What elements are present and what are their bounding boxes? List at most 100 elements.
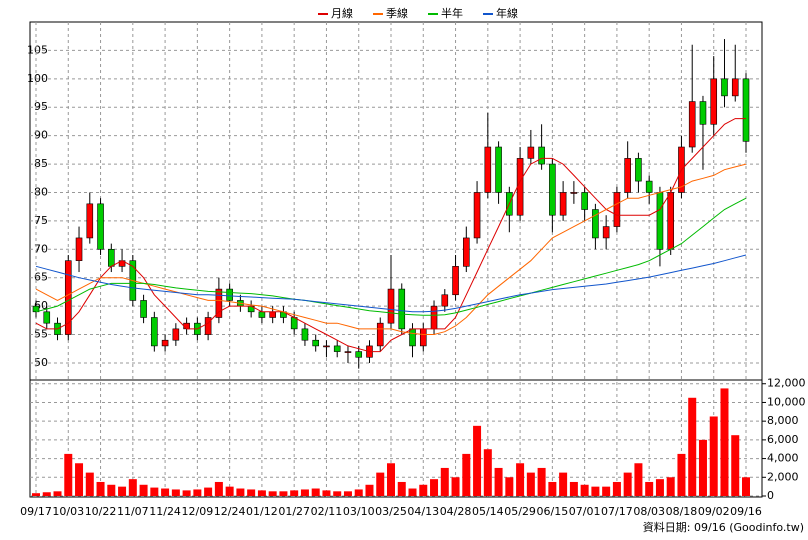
- candle-body: [258, 311, 266, 318]
- volume-bar: [279, 491, 288, 496]
- volume-bar: [42, 492, 51, 496]
- candle-body: [721, 78, 728, 97]
- y-tick-label: 95: [34, 100, 48, 113]
- volume-bar: [354, 489, 363, 496]
- volume-bar: [290, 490, 299, 496]
- volume-bar: [118, 486, 127, 496]
- volume-bar: [483, 449, 492, 496]
- volume-tick-label: 10,000: [767, 395, 806, 408]
- volume-bar: [623, 472, 632, 496]
- volume-bar: [150, 487, 159, 496]
- volume-bar: [171, 489, 180, 496]
- candle-body: [452, 266, 459, 296]
- legend-label: 年線: [496, 6, 518, 20]
- candle-body: [645, 180, 653, 193]
- volume-bar: [257, 490, 266, 496]
- legend-label: 季線: [386, 6, 408, 20]
- volume-bar: [645, 481, 654, 496]
- ma-line: [35, 118, 746, 353]
- x-tick-label: 10/03: [52, 505, 84, 518]
- x-tick-label: 07/17: [601, 505, 633, 518]
- candle-body: [151, 317, 158, 347]
- y-tick-label: 65: [34, 271, 48, 284]
- volume-bar: [225, 486, 234, 496]
- volume-bar: [451, 477, 460, 496]
- volume-bar: [473, 425, 482, 496]
- candle-body: [398, 288, 406, 330]
- volume-bar: [107, 484, 116, 496]
- volume-bar: [376, 472, 385, 496]
- volume-bar: [161, 488, 170, 496]
- candle-body: [97, 203, 104, 250]
- candle-body: [495, 146, 502, 193]
- x-tick-label: 01/12: [246, 505, 278, 518]
- x-tick-label: 04/13: [407, 505, 439, 518]
- candle-body: [516, 158, 524, 216]
- candle-body: [710, 78, 718, 125]
- ma-line: [35, 197, 747, 316]
- candle-body: [301, 328, 309, 341]
- candle-body: [204, 317, 212, 335]
- volume-bar: [516, 463, 525, 496]
- volume-bar: [365, 484, 374, 496]
- candle-body: [75, 237, 83, 261]
- volume-tick-label: 4,000: [767, 452, 799, 465]
- candle-body: [32, 305, 40, 313]
- candle-body: [355, 351, 363, 358]
- candle-body: [592, 209, 599, 239]
- candle-body: [441, 294, 449, 307]
- x-tick-label: 06/15: [537, 505, 569, 518]
- candle-body: [613, 192, 621, 227]
- x-tick-label: 08/03: [633, 505, 665, 518]
- x-tick-label: 04/28: [440, 505, 472, 518]
- candle-body: [688, 101, 696, 148]
- x-tick-label: 12/09: [182, 505, 214, 518]
- volume-bar: [430, 479, 439, 496]
- volume-bar: [322, 490, 331, 496]
- candle-body: [64, 260, 72, 335]
- candle-body: [731, 78, 739, 97]
- x-tick-label: 02/11: [311, 505, 343, 518]
- candle-body: [409, 328, 416, 347]
- x-tick-label: 03/25: [375, 505, 407, 518]
- volume-bar: [96, 481, 105, 496]
- candle-body: [161, 339, 169, 347]
- candle-body: [376, 322, 384, 347]
- candle-body: [108, 249, 115, 267]
- candle-body: [430, 305, 438, 330]
- candle-body: [549, 163, 556, 216]
- volume-bar: [182, 490, 191, 496]
- candle-body: [43, 311, 51, 324]
- volume-bar: [742, 477, 750, 496]
- volume-bar: [343, 491, 352, 496]
- volume-bar: [53, 491, 62, 496]
- volume-bar: [311, 488, 320, 496]
- candle-body: [473, 192, 481, 239]
- volume-bar: [333, 491, 342, 496]
- volume-tick-label: 2,000: [767, 470, 799, 483]
- volume-bar: [537, 467, 546, 496]
- candle-body: [419, 328, 427, 347]
- candle-body: [667, 192, 674, 250]
- y-tick-label: 85: [34, 157, 48, 170]
- volume-bar: [666, 477, 675, 496]
- volume-bar: [698, 439, 707, 496]
- volume-bar: [85, 472, 94, 496]
- volume-tick-label: 8,000: [767, 414, 799, 427]
- x-tick-label: 07/01: [569, 505, 601, 518]
- y-tick-label: 90: [34, 129, 48, 142]
- candle-body: [215, 288, 223, 318]
- volume-bar: [397, 481, 406, 496]
- footer-note: 資料日期: 09/16 (Goodinfo.tw): [643, 520, 804, 534]
- volume-bar: [408, 488, 417, 496]
- x-tick-label: 09/17: [20, 505, 52, 518]
- volume-tick-label: 12,000: [767, 377, 806, 390]
- candle-body: [527, 146, 535, 159]
- volume-bar: [193, 489, 202, 496]
- x-tick-label: 01/27: [278, 505, 310, 518]
- y-tick-label: 80: [34, 185, 48, 198]
- volume-bar: [591, 486, 600, 496]
- volume-bar: [419, 484, 428, 496]
- volume-bar: [214, 481, 223, 496]
- volume-bar: [612, 481, 621, 496]
